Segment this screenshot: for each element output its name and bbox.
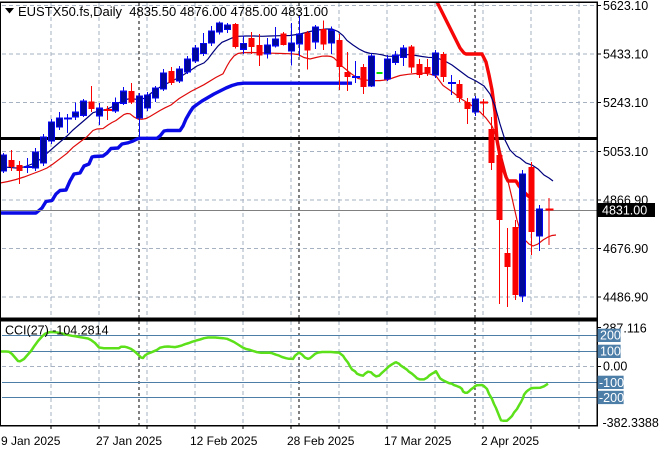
svg-text:12 Feb 2025: 12 Feb 2025 — [190, 434, 258, 448]
svg-text:-100: -100 — [599, 376, 624, 390]
svg-text:CCI(27) -104.2814: CCI(27) -104.2814 — [5, 324, 109, 338]
svg-text:17 Mar 2025: 17 Mar 2025 — [384, 434, 452, 448]
svg-text:27 Jan 2025: 27 Jan 2025 — [96, 434, 162, 448]
svg-text:200: 200 — [600, 329, 621, 343]
svg-text:5243.10: 5243.10 — [603, 96, 648, 110]
svg-text:4676.90: 4676.90 — [603, 242, 648, 256]
svg-text:4831.00: 4831.00 — [602, 203, 647, 217]
svg-text:100: 100 — [600, 345, 621, 359]
svg-text:9 Jan 2025: 9 Jan 2025 — [1, 434, 61, 448]
svg-text:2 Apr 2025: 2 Apr 2025 — [481, 434, 539, 448]
svg-text:-382.3388: -382.3388 — [603, 416, 659, 430]
svg-text:EUSTX50.fs,Daily 4835.50 4876: EUSTX50.fs,Daily 4835.50 4876.00 4785.00… — [18, 4, 328, 19]
svg-text:-200: -200 — [599, 391, 624, 405]
svg-text:0.00: 0.00 — [603, 360, 627, 374]
svg-text:28 Feb 2025: 28 Feb 2025 — [287, 434, 355, 448]
svg-text:4486.90: 4486.90 — [603, 290, 648, 304]
svg-text:5053.10: 5053.10 — [603, 145, 648, 159]
svg-text:5433.10: 5433.10 — [603, 47, 648, 61]
svg-text:5623.10: 5623.10 — [603, 0, 648, 13]
